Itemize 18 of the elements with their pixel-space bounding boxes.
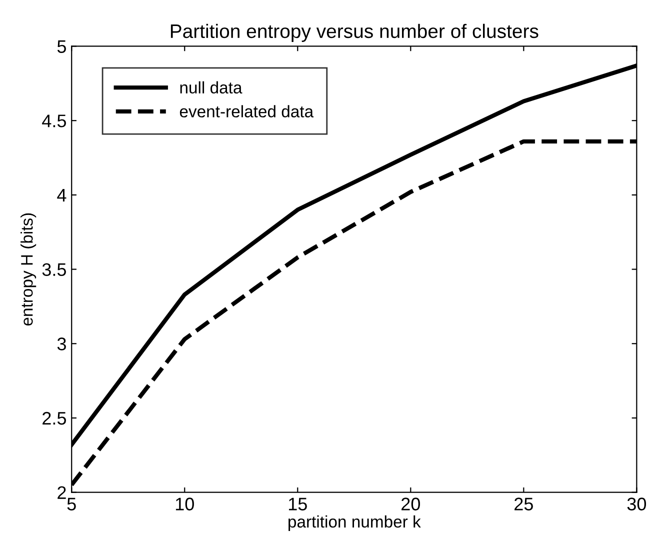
x-tick-label: 20 (402, 498, 420, 510)
y-tick-label: 4.5 (42, 114, 66, 128)
y-tick-label: 3.5 (42, 263, 66, 276)
legend-label: event-related data (180, 105, 314, 118)
x-tick-label: 5 (67, 498, 76, 510)
x-axis-title: partition number k (288, 515, 421, 531)
x-tick-label: 30 (627, 498, 646, 510)
y-tick-label: 2.5 (42, 412, 66, 425)
x-tick-label: 25 (514, 498, 533, 510)
x-tick-label: 10 (176, 498, 194, 510)
y-axis-title: entropy H (bits) (20, 213, 36, 326)
y-tick-label: 4 (57, 189, 66, 202)
legend-label: null data (180, 81, 242, 94)
y-tick-label: 3 (57, 338, 66, 350)
chart-title: Partition entropy versus number of clusters (170, 24, 538, 42)
x-tick-label: 15 (288, 498, 307, 510)
y-tick-label: 5 (57, 40, 66, 53)
y-tick-label: 2 (58, 486, 66, 499)
